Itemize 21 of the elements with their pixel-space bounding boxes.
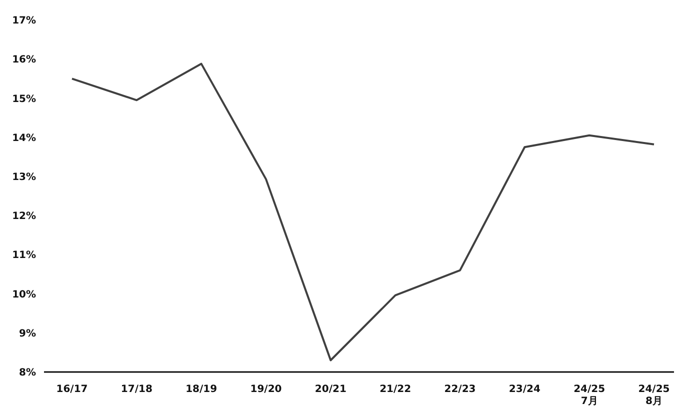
x-tick-label: 17/18 — [120, 384, 152, 395]
y-tick-label: 10% — [12, 289, 36, 300]
y-tick-label: 11% — [12, 250, 36, 262]
line-series — [71, 62, 655, 362]
x-tick-label: 24/25 8月 — [638, 384, 670, 407]
y-tick-label: 17% — [12, 16, 36, 27]
y-tick-label: 8% — [19, 368, 36, 379]
y-tick-label: 16% — [12, 54, 36, 66]
y-tick-label: 9% — [19, 328, 36, 340]
x-tick-label: 21/22 — [380, 384, 412, 395]
x-tick-label: 20/21 — [314, 384, 346, 395]
x-tick-label: 19/20 — [250, 384, 282, 395]
x-tick-label: 18/19 — [186, 384, 218, 395]
y-tick-label: 15% — [12, 94, 36, 105]
y-tick-label: 14% — [12, 132, 36, 144]
y-tick-label: 13% — [12, 172, 36, 183]
x-tick-label: 24/25 7月 — [574, 384, 606, 407]
x-tick-label: 23/24 — [508, 384, 540, 395]
x-tick-label: 22/23 — [444, 384, 476, 395]
x-tick-label: 16/17 — [56, 384, 88, 395]
y-tick-label: 12% — [12, 211, 36, 222]
